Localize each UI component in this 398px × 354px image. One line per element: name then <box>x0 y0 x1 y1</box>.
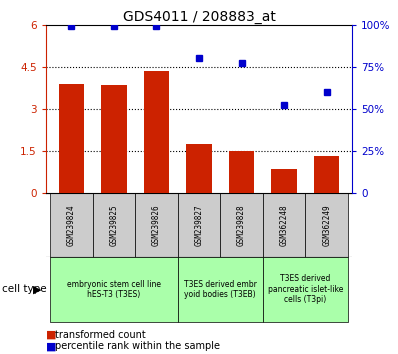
Text: transformed count: transformed count <box>55 330 146 339</box>
Text: GSM239824: GSM239824 <box>67 204 76 246</box>
Bar <box>271 169 297 193</box>
Bar <box>314 156 339 193</box>
Text: GSM362249: GSM362249 <box>322 204 331 246</box>
Text: GSM239827: GSM239827 <box>195 204 203 246</box>
Text: cell type: cell type <box>2 284 47 295</box>
Text: GSM239828: GSM239828 <box>237 204 246 246</box>
Text: ▶: ▶ <box>33 284 41 295</box>
FancyBboxPatch shape <box>220 193 263 257</box>
Text: GSM362248: GSM362248 <box>280 204 289 246</box>
FancyBboxPatch shape <box>93 193 135 257</box>
Text: GSM239826: GSM239826 <box>152 204 161 246</box>
Bar <box>101 85 127 193</box>
Text: embryonic stem cell line
hES-T3 (T3ES): embryonic stem cell line hES-T3 (T3ES) <box>67 280 161 299</box>
FancyBboxPatch shape <box>305 193 348 257</box>
FancyBboxPatch shape <box>135 193 178 257</box>
FancyBboxPatch shape <box>50 193 93 257</box>
FancyBboxPatch shape <box>178 257 263 322</box>
Bar <box>229 151 254 193</box>
FancyBboxPatch shape <box>178 193 220 257</box>
FancyBboxPatch shape <box>263 193 305 257</box>
Text: ■: ■ <box>46 341 56 351</box>
Bar <box>186 144 212 193</box>
Bar <box>144 71 169 193</box>
Bar <box>59 84 84 193</box>
FancyBboxPatch shape <box>263 257 348 322</box>
FancyBboxPatch shape <box>50 257 178 322</box>
Text: T3ES derived embr
yoid bodies (T3EB): T3ES derived embr yoid bodies (T3EB) <box>184 280 257 299</box>
Text: T3ES derived
pancreatic islet-like
cells (T3pi): T3ES derived pancreatic islet-like cells… <box>268 274 343 304</box>
Text: ■: ■ <box>46 330 56 339</box>
Text: GSM239825: GSM239825 <box>109 204 118 246</box>
Title: GDS4011 / 208883_at: GDS4011 / 208883_at <box>123 10 275 24</box>
Text: percentile rank within the sample: percentile rank within the sample <box>55 341 220 351</box>
